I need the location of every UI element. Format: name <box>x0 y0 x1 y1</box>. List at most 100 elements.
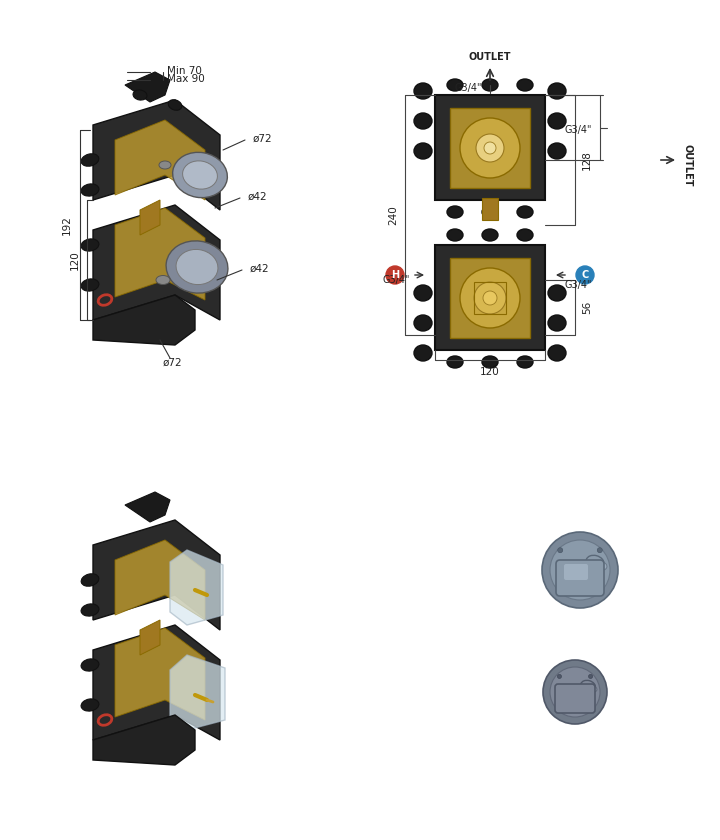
Text: ø42: ø42 <box>250 264 269 274</box>
Text: 120: 120 <box>480 367 500 377</box>
Ellipse shape <box>548 315 566 331</box>
Ellipse shape <box>414 345 432 361</box>
Bar <box>435 95 545 200</box>
Circle shape <box>550 667 600 717</box>
Ellipse shape <box>81 604 99 616</box>
Polygon shape <box>93 625 220 740</box>
Ellipse shape <box>483 291 497 305</box>
Circle shape <box>557 706 562 710</box>
Ellipse shape <box>460 268 520 328</box>
Polygon shape <box>93 100 220 210</box>
Bar <box>435 245 545 350</box>
Ellipse shape <box>166 241 228 293</box>
Text: G3/4": G3/4" <box>454 83 482 93</box>
Polygon shape <box>115 120 205 200</box>
Polygon shape <box>170 655 225 730</box>
Ellipse shape <box>414 315 432 331</box>
Text: G3/4": G3/4" <box>565 125 593 135</box>
Ellipse shape <box>133 90 147 100</box>
Ellipse shape <box>517 356 533 368</box>
Ellipse shape <box>589 686 597 692</box>
Text: ø72: ø72 <box>253 134 273 144</box>
Polygon shape <box>140 620 160 655</box>
Circle shape <box>576 266 594 284</box>
Ellipse shape <box>517 229 533 241</box>
Ellipse shape <box>81 154 99 166</box>
FancyBboxPatch shape <box>564 564 588 580</box>
FancyBboxPatch shape <box>555 684 595 713</box>
Text: 56: 56 <box>582 301 592 313</box>
Circle shape <box>598 587 603 592</box>
Polygon shape <box>93 715 195 765</box>
Ellipse shape <box>460 118 520 178</box>
Polygon shape <box>93 205 220 320</box>
FancyBboxPatch shape <box>556 560 604 596</box>
Ellipse shape <box>173 152 228 197</box>
Circle shape <box>386 266 404 284</box>
Text: G3/4": G3/4" <box>565 280 593 290</box>
Bar <box>450 258 530 338</box>
Ellipse shape <box>183 161 217 189</box>
Ellipse shape <box>447 79 463 91</box>
Text: H: H <box>391 270 399 280</box>
Circle shape <box>543 660 607 724</box>
Ellipse shape <box>482 356 498 368</box>
Ellipse shape <box>168 100 181 110</box>
Bar <box>450 108 530 188</box>
Ellipse shape <box>414 113 432 129</box>
Ellipse shape <box>517 206 533 218</box>
Ellipse shape <box>482 229 498 241</box>
Text: 128: 128 <box>582 150 592 170</box>
Polygon shape <box>170 550 223 625</box>
Bar <box>482 198 498 220</box>
Text: Max 90: Max 90 <box>167 74 204 84</box>
Ellipse shape <box>517 79 533 91</box>
Ellipse shape <box>482 206 498 218</box>
Polygon shape <box>93 295 195 345</box>
Circle shape <box>558 587 563 592</box>
Text: 120: 120 <box>70 250 80 270</box>
Ellipse shape <box>81 279 99 291</box>
Ellipse shape <box>447 356 463 368</box>
Circle shape <box>550 540 610 600</box>
Ellipse shape <box>548 143 566 159</box>
Ellipse shape <box>474 282 506 314</box>
Ellipse shape <box>81 184 99 196</box>
Ellipse shape <box>484 142 496 154</box>
Polygon shape <box>115 208 205 300</box>
Polygon shape <box>115 540 205 620</box>
Ellipse shape <box>414 83 432 99</box>
Ellipse shape <box>159 161 171 169</box>
Ellipse shape <box>482 79 498 91</box>
Polygon shape <box>125 72 170 102</box>
Ellipse shape <box>548 345 566 361</box>
Text: ø72: ø72 <box>162 358 182 368</box>
Ellipse shape <box>81 699 99 711</box>
Ellipse shape <box>476 134 504 162</box>
Circle shape <box>542 532 618 608</box>
Ellipse shape <box>414 285 432 301</box>
Text: G3/4": G3/4" <box>382 275 410 285</box>
Ellipse shape <box>447 229 463 241</box>
Ellipse shape <box>548 83 566 99</box>
Text: Min 70: Min 70 <box>167 66 202 76</box>
Circle shape <box>598 548 603 553</box>
Circle shape <box>558 548 563 553</box>
Ellipse shape <box>81 574 99 586</box>
Ellipse shape <box>447 206 463 218</box>
Ellipse shape <box>176 249 218 285</box>
Text: OUTLET: OUTLET <box>683 144 693 186</box>
Polygon shape <box>115 628 205 720</box>
Ellipse shape <box>81 659 99 671</box>
Ellipse shape <box>414 143 432 159</box>
Text: C: C <box>581 270 589 280</box>
Ellipse shape <box>548 285 566 301</box>
Circle shape <box>588 706 593 710</box>
Ellipse shape <box>597 562 607 570</box>
Text: 240: 240 <box>388 205 398 225</box>
Text: OUTLET: OUTLET <box>469 52 511 62</box>
Polygon shape <box>93 520 220 630</box>
Text: ø42: ø42 <box>248 192 268 202</box>
Circle shape <box>588 675 593 679</box>
Ellipse shape <box>586 555 604 569</box>
